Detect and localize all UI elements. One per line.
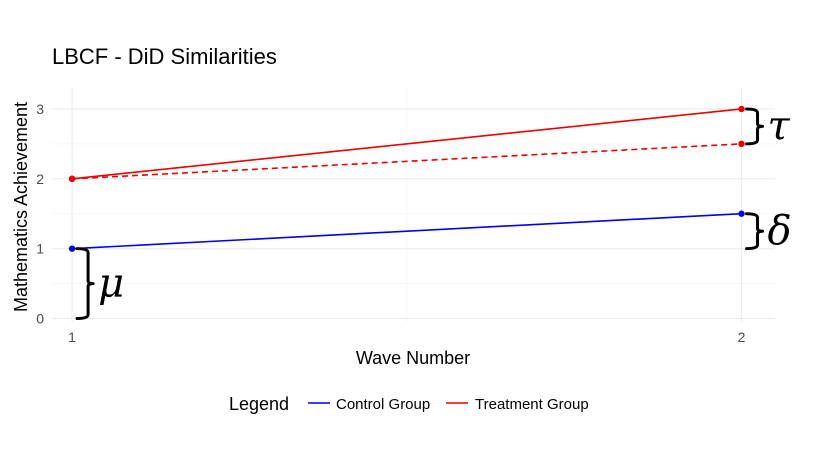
y-tick-label: 0 <box>36 311 44 327</box>
annotation-layer: μ δ τ <box>75 103 792 321</box>
x-axis-title: Wave Number <box>356 348 470 368</box>
y-tick-label: 1 <box>36 241 44 257</box>
annotation-label: δ <box>768 208 792 254</box>
data-point-treatment-counterfactual <box>738 140 745 148</box>
y-axis-title: Mathematics Achievement <box>11 102 31 312</box>
data-point-control-group <box>738 210 745 217</box>
legend-label-treatment-group: Treatment Group <box>475 396 589 413</box>
y-tick-label: 2 <box>36 171 44 187</box>
y-tick-label: 3 <box>36 101 44 117</box>
legend-label-control-group: Control Group <box>336 396 430 413</box>
x-tick-label: 2 <box>738 329 746 345</box>
brace-treatment-effect <box>745 107 765 146</box>
legend: Legend Control Group Treatment Group <box>229 394 589 414</box>
series-line-treatment-group <box>72 108 742 180</box>
annotation-label: τ <box>768 103 791 149</box>
series-line-control-group <box>72 212 742 250</box>
brace-control-baseline <box>75 247 95 321</box>
series-line-treatment-counterfactual <box>72 143 742 180</box>
data-point-treatment-counterfactual <box>68 175 76 183</box>
data-point-control-group <box>68 245 76 252</box>
brace-control-change <box>745 212 765 251</box>
data-point-treatment-group <box>738 105 745 113</box>
legend-title: Legend <box>229 394 289 414</box>
grid <box>52 88 775 322</box>
tick-labels: 0 1 2 3 1 2 <box>36 101 745 345</box>
chart-title: LBCF - DiD Similarities <box>52 44 277 69</box>
series-layer <box>68 105 745 252</box>
annotation-label: μ <box>98 261 124 307</box>
x-tick-label: 1 <box>68 329 76 345</box>
